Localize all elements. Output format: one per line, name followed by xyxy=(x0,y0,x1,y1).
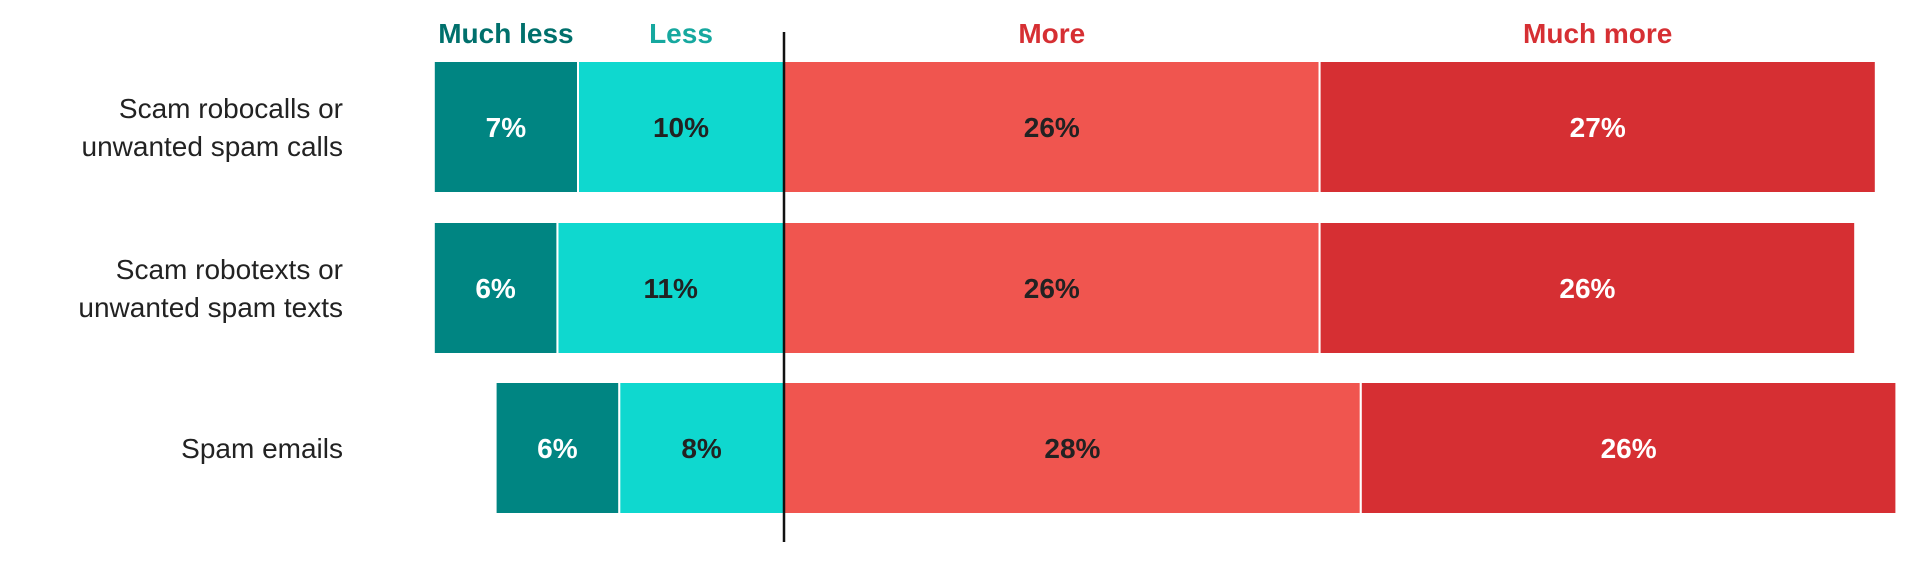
legend-item-much-less: Much less xyxy=(438,18,573,49)
bar-row-spam-emails: Spam emails 8% 6% 28% 26% xyxy=(181,381,1898,515)
bar-row-scam-robotexts-or-unwanted-spam-texts: Scam robotexts or unwanted spam texts 11% 6… xyxy=(78,221,1857,355)
bar-more-0 xyxy=(783,60,1321,194)
category-label-line: Scam robocalls or xyxy=(119,93,343,124)
data-label-much-less: 6% xyxy=(537,433,578,464)
data-label-much-more: 27% xyxy=(1570,112,1626,143)
legend-item-much-more: Much more xyxy=(1523,18,1672,49)
category-label-line: Spam emails xyxy=(181,433,343,464)
data-label-less: 11% xyxy=(643,273,698,304)
bar-more-1 xyxy=(783,221,1321,355)
data-label-much-less: 6% xyxy=(475,273,516,304)
bar-much-more-1 xyxy=(1318,221,1857,355)
legend: Much less Less More Much more xyxy=(438,18,1672,49)
legend-item-more: More xyxy=(1018,18,1085,49)
data-label-much-more: 26% xyxy=(1559,273,1615,304)
bar-row-scam-robocalls-or-unwanted-spam-calls: Scam robocalls or unwanted spam calls 10% 7… xyxy=(82,60,1877,194)
data-label-more: 28% xyxy=(1044,433,1100,464)
data-label-less: 10% xyxy=(653,112,709,143)
category-label-line: unwanted spam texts xyxy=(78,292,343,323)
bar-less-1 xyxy=(556,221,786,355)
legend-item-less: Less xyxy=(649,18,713,49)
bar-much-more-0 xyxy=(1318,60,1877,194)
category-label: Scam robocalls or unwanted spam calls xyxy=(82,93,343,162)
category-label: Spam emails xyxy=(181,433,343,464)
bar-much-more-2 xyxy=(1359,381,1898,515)
bar-much-less-1 xyxy=(432,221,559,355)
bar-less-0 xyxy=(577,60,785,194)
bar-much-less-0 xyxy=(432,60,579,194)
data-label-more: 26% xyxy=(1024,273,1080,304)
data-label-much-more: 26% xyxy=(1601,433,1657,464)
data-label-much-less: 7% xyxy=(486,112,527,143)
category-label-line: unwanted spam calls xyxy=(82,131,343,162)
bar-much-less-2 xyxy=(494,381,621,515)
category-label-line: Scam robotexts or xyxy=(116,254,343,285)
category-label: Scam robotexts or unwanted spam texts xyxy=(78,254,343,323)
data-label-less: 8% xyxy=(681,433,722,464)
data-label-more: 26% xyxy=(1024,112,1080,143)
